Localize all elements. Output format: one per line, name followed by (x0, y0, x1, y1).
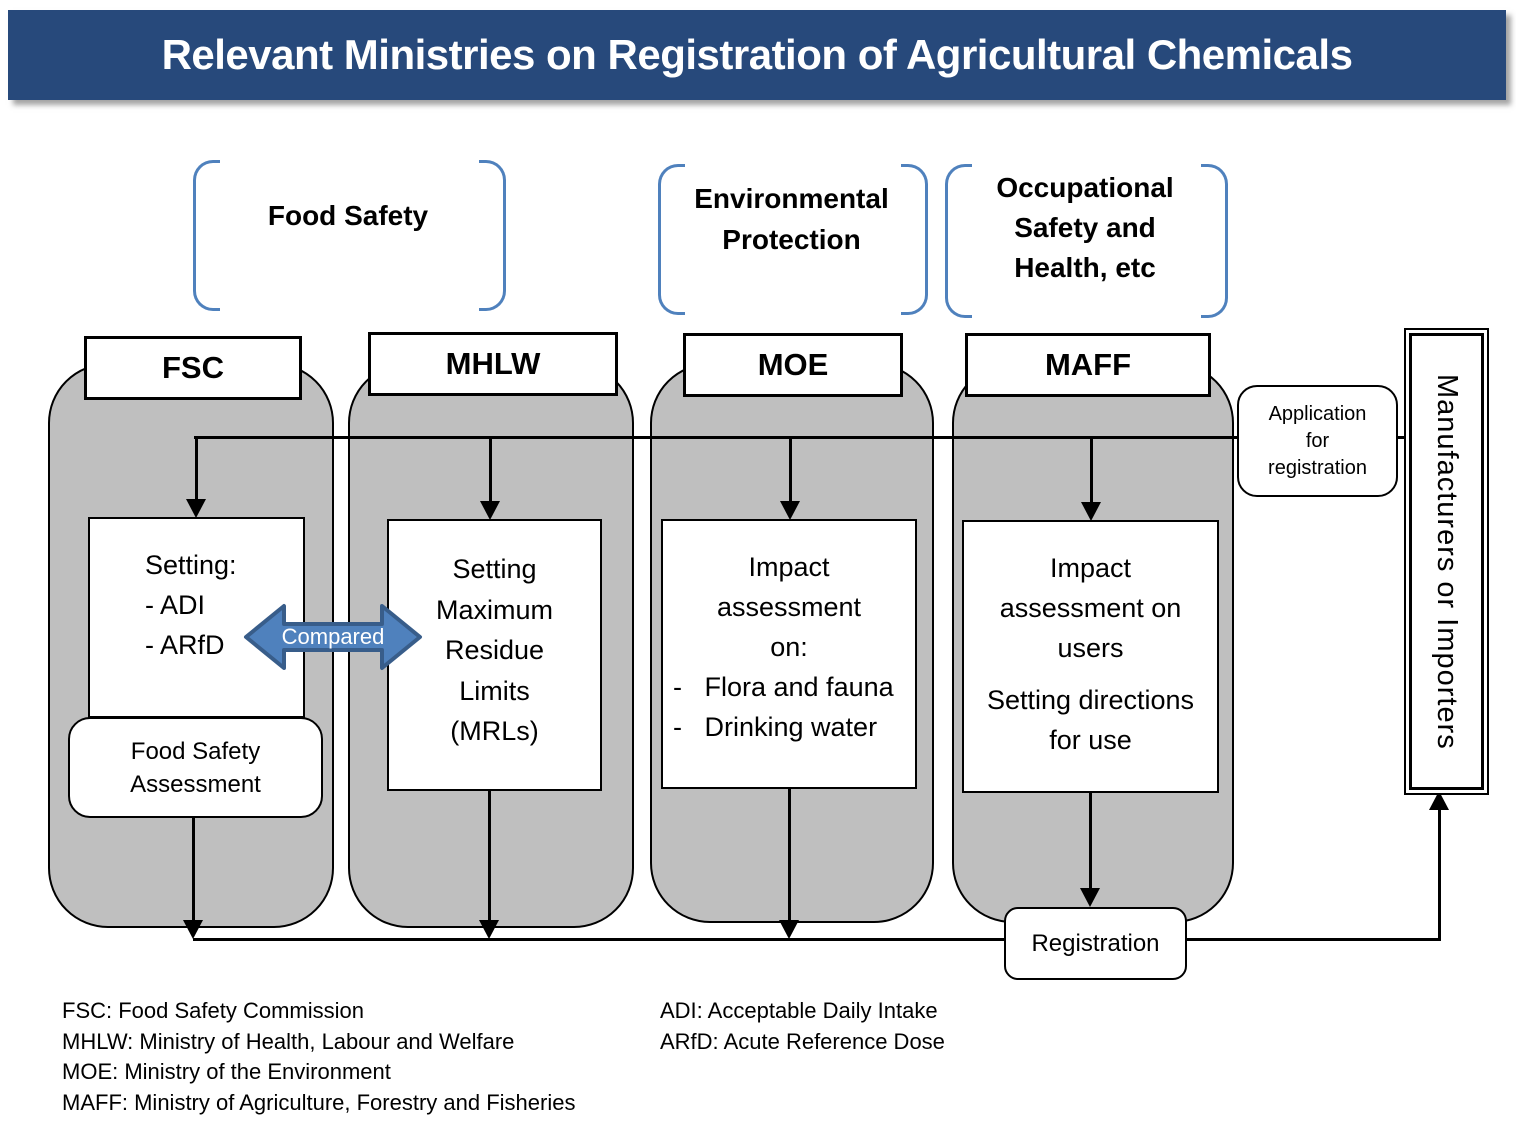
food-safety-assessment-box: Food Safety Assessment (68, 717, 323, 818)
up-arrowhead-icon (1429, 791, 1449, 810)
moe-bullet-water: - Drinking water (673, 712, 878, 742)
legend-item: MOE: Ministry of the Environment (62, 1059, 391, 1084)
group-label-environmental-protection: Environmental Protection (694, 183, 889, 255)
legend-item: FSC: Food Safety Commission (62, 998, 364, 1023)
down-arrowhead-icon (780, 501, 800, 520)
left-bracket-icon (193, 160, 220, 311)
page-title: Relevant Ministries on Registration of A… (8, 10, 1506, 100)
moe-bullet-flora: - Flora and fauna (673, 672, 894, 702)
application-flow-line (194, 436, 1404, 439)
down-arrowhead-icon (186, 499, 206, 518)
column-label-moe: MOE (683, 333, 903, 397)
manufacturers-importers-inner-frame: Manufacturers or Importers (1409, 333, 1484, 790)
down-arrowhead-icon (1081, 502, 1101, 521)
legend-item: MAFF: Ministry of Agriculture, Forestry … (62, 1089, 576, 1115)
arrow-into-mhlw (489, 436, 492, 502)
down-arrowhead-icon (183, 920, 203, 939)
legend-right: ADI: Acceptable Daily Intake ARfD: Acute… (660, 996, 945, 1057)
right-bracket-icon (479, 160, 506, 311)
legend-item: MHLW: Ministry of Health, Labour and Wel… (62, 1028, 515, 1054)
down-arrowhead-icon (479, 920, 499, 939)
mhlw-output-line (488, 790, 491, 922)
column-label-fsc: FSC (84, 336, 302, 400)
arrow-into-moe (789, 436, 792, 502)
registration-flow-line (193, 938, 1441, 941)
right-bracket-icon (901, 164, 928, 315)
moe-output-line (788, 788, 791, 922)
compared-arrow-icon: Compared (243, 603, 423, 671)
legend-item: ADI: Acceptable Daily Intake (660, 998, 938, 1023)
column-label-maff: MAFF (965, 333, 1211, 397)
return-line (1438, 809, 1441, 941)
maff-task-box: Impact assessment on users Setting direc… (962, 520, 1219, 793)
group-label-food-safety: Food Safety (267, 200, 429, 231)
fsc-output-line (192, 813, 195, 923)
down-arrowhead-icon (779, 920, 799, 939)
fsc-task-box: Setting: - ADI - ARfD (88, 517, 305, 718)
manufacturers-importers-label: Manufacturers or Importers (1431, 373, 1463, 750)
left-bracket-icon (658, 164, 685, 315)
maff-task-para1: Impact assessment on users (999, 553, 1182, 663)
arrow-into-maff (1090, 436, 1093, 502)
maff-task-para2: Setting directions for use (986, 685, 1195, 755)
down-arrowhead-icon (480, 501, 500, 520)
manufacturers-importers-box: Manufacturers or Importers (1404, 328, 1489, 795)
registration-box: Registration (1004, 907, 1187, 980)
legend-item: ARfD: Acute Reference Dose (660, 1028, 945, 1054)
maff-output-line (1089, 792, 1092, 890)
legend-left: FSC: Food Safety Commission MHLW: Minist… (62, 996, 575, 1118)
application-for-registration-box: Application for registration (1237, 385, 1398, 497)
moe-task-box: Impact assessment on: - Flora and fauna … (661, 519, 917, 789)
arrow-into-fsc (195, 436, 198, 500)
down-arrowhead-icon (1080, 888, 1100, 907)
right-bracket-icon (1201, 164, 1228, 318)
left-bracket-icon (945, 164, 972, 318)
mhlw-task-box: Setting Maximum Residue Limits (MRLs) (387, 519, 602, 791)
column-label-mhlw: MHLW (368, 332, 618, 396)
compared-label: Compared (281, 624, 385, 649)
moe-task-heading: Impact assessment on: (716, 552, 862, 662)
group-label-occupational-safety: Occupational Safety and Health, etc (996, 172, 1174, 283)
